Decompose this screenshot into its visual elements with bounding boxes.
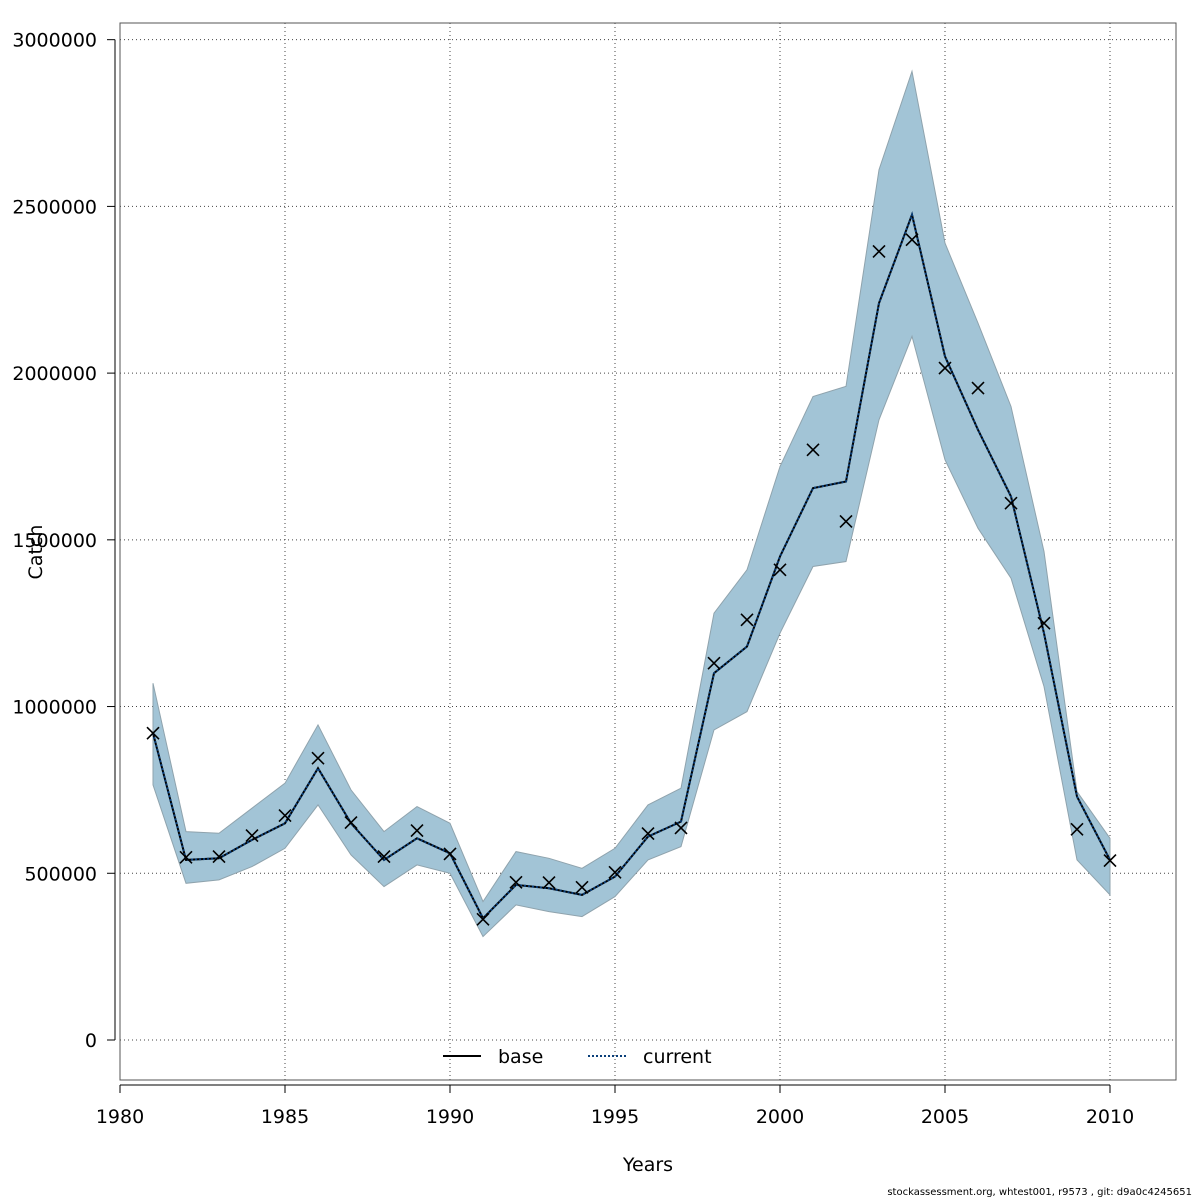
x-tick-label: 2005 xyxy=(921,1106,969,1128)
plot-frame xyxy=(119,22,1177,1081)
x-tick-label: 1995 xyxy=(591,1106,639,1128)
y-tick-label: 2000000 xyxy=(12,363,97,385)
x-tick-label: 2000 xyxy=(756,1106,804,1128)
x-axis-title: Years xyxy=(622,1154,673,1176)
observation-marker xyxy=(278,809,292,823)
y-tick-label: 3000000 xyxy=(12,30,97,52)
observation-marker xyxy=(674,821,688,835)
y-tick-label: 1000000 xyxy=(12,697,97,719)
observation-marker xyxy=(872,244,886,258)
x-tick-label: 1980 xyxy=(96,1106,144,1128)
observation-marker xyxy=(905,233,919,247)
observation-marker xyxy=(1070,822,1084,836)
observation-marker xyxy=(146,726,160,740)
legend: base current xyxy=(443,1046,712,1068)
y-tick-label: 2500000 xyxy=(12,196,97,218)
observation-marker xyxy=(839,514,853,529)
y-tick-label: 1500000 xyxy=(12,530,97,552)
y-axis: 0 500000 1000000 1500000 2000000 2500000 30000… xyxy=(12,30,116,1052)
observation-marker xyxy=(179,850,193,864)
y-tick-label: 500000 xyxy=(24,863,97,885)
observation-marker xyxy=(971,381,985,395)
observation-marker xyxy=(344,816,358,830)
confidence-band xyxy=(152,69,1111,938)
observation-marker xyxy=(773,563,787,577)
observation-marker xyxy=(443,847,457,861)
observation-marker xyxy=(509,875,523,889)
series-line-current xyxy=(152,211,1111,920)
observation-marker xyxy=(608,865,622,879)
observation-marker xyxy=(1103,854,1117,868)
footer-caption: stockassessment.org, whtest001, r9573 , … xyxy=(887,1187,1192,1198)
observation-markers-layer xyxy=(146,233,1117,926)
x-tick-label: 1985 xyxy=(261,1106,309,1128)
observation-marker xyxy=(641,827,655,841)
observation-marker xyxy=(806,443,820,457)
observation-marker xyxy=(1004,496,1018,510)
legend-base-label: base xyxy=(498,1046,543,1068)
observation-marker xyxy=(476,912,490,926)
observation-marker xyxy=(1037,616,1051,630)
observation-marker xyxy=(542,876,556,890)
observation-marker xyxy=(377,850,391,864)
x-tick-label: 1990 xyxy=(426,1106,474,1128)
confidence-band-layer xyxy=(152,69,1111,938)
legend-current-label: current xyxy=(643,1046,712,1068)
observation-marker xyxy=(410,824,424,838)
y-axis-title: Catch xyxy=(25,525,47,580)
observation-marker xyxy=(245,829,259,843)
x-tick-label: 2010 xyxy=(1086,1106,1134,1128)
observation-marker xyxy=(575,880,589,894)
x-axis: 1980 1985 1990 1995 2000 2005 2010 xyxy=(96,1084,1134,1128)
observation-marker xyxy=(212,850,226,864)
observation-marker xyxy=(707,656,721,670)
observation-marker xyxy=(938,361,952,375)
y-tick-label: 0 xyxy=(85,1030,97,1052)
series-lines-layer xyxy=(152,211,1111,920)
observation-marker xyxy=(740,613,754,627)
observation-marker xyxy=(311,751,325,765)
